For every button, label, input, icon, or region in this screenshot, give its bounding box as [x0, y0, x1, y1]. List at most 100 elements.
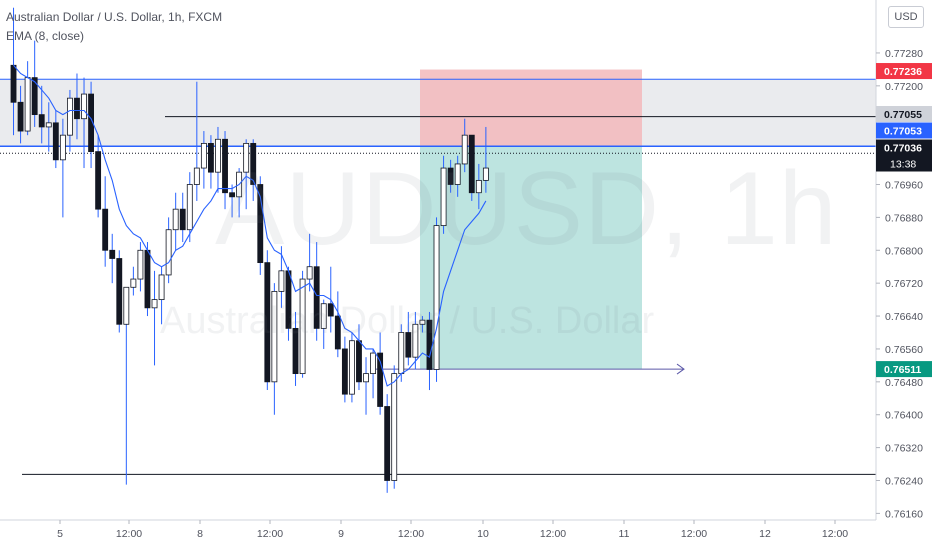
time-tick-label: 12:00: [681, 528, 707, 540]
price-tick-label: 0.76320: [885, 443, 923, 455]
stop-price-label-bg: [876, 63, 932, 80]
candle: [200, 131, 207, 189]
candle: [391, 365, 398, 489]
candle-body-down: [264, 262, 271, 383]
candle-body-down: [327, 303, 334, 317]
candle-body-up: [370, 352, 376, 375]
candle: [334, 291, 341, 358]
candle: [412, 311, 419, 370]
candle-body-up: [299, 278, 306, 375]
time-axis-background: [0, 520, 932, 550]
candle-body-up: [151, 299, 158, 309]
candle: [137, 242, 144, 292]
candle-body-up: [45, 122, 52, 128]
candle: [24, 61, 31, 136]
candle: [193, 81, 200, 201]
candle: [222, 131, 228, 210]
candle: [130, 266, 137, 296]
price-labels: 0.77236 0.77055 0.77053 0.77036 13:38 0.76511: [876, 63, 932, 378]
time-tick-label: 12:00: [540, 528, 566, 540]
candle: [52, 110, 59, 169]
candle-body-up: [137, 249, 144, 280]
entry-price-label-bg: [876, 122, 932, 139]
candle: [109, 233, 116, 284]
candle: [172, 192, 179, 251]
candle-body-up: [172, 208, 179, 231]
horizontal-lines: [0, 78, 876, 475]
target-arrow-head: [676, 363, 685, 375]
time-tick-label: 11: [619, 528, 630, 540]
candle: [81, 77, 87, 169]
candle-body-up: [482, 167, 489, 181]
candle: [59, 118, 66, 218]
candle-body-up: [440, 167, 447, 227]
candle-body-down: [109, 249, 116, 259]
candle-body-down: [102, 208, 109, 251]
candle-body-down: [257, 184, 264, 264]
candle-body-up: [433, 225, 440, 370]
candle: [363, 357, 369, 415]
candle: [74, 73, 80, 140]
candle: [207, 135, 214, 189]
candle: [102, 176, 109, 267]
time-tick-label: 12:00: [257, 528, 283, 540]
candle: [341, 336, 348, 403]
currency-button[interactable]: USD: [888, 6, 924, 28]
candle-body-down: [405, 332, 412, 358]
candle: [67, 89, 73, 152]
candle-body-down: [38, 114, 45, 128]
price-tick-label: 0.76400: [885, 410, 923, 422]
candle-body-down: [468, 134, 475, 194]
candle-body-down: [313, 266, 320, 329]
candle: [151, 270, 158, 366]
price-tick-label: 0.76560: [885, 344, 923, 356]
candle-body-down: [447, 167, 454, 185]
candle: [250, 139, 257, 201]
candle: [257, 176, 264, 275]
candle: [186, 172, 193, 243]
chart-title[interactable]: Australian Dollar / U.S. Dollar, 1h, FXC…: [6, 10, 223, 24]
time-tick-label: 12:00: [398, 528, 424, 540]
candle-body-down: [144, 249, 151, 309]
stop-loss-zone: [420, 69, 642, 147]
candle: [179, 192, 186, 243]
candle-body-up: [81, 93, 87, 120]
candle: [405, 311, 412, 366]
candle-body-up: [130, 278, 137, 288]
candle: [384, 394, 391, 493]
time-tick-label: 5: [57, 528, 63, 540]
candle: [348, 332, 355, 403]
price-tick-label: 0.77200: [885, 81, 923, 93]
ema-line: [13, 64, 487, 387]
time-axis[interactable]: 5 12:00 8 12:00 9 12:00 10 12:00 11 12:00 12 12:00: [0, 519, 932, 550]
indicator-label[interactable]: EMA (8, close): [6, 29, 85, 43]
candle-body-down: [88, 93, 95, 153]
candle: [306, 233, 313, 292]
candle: [433, 217, 440, 382]
candle-body-down: [179, 208, 186, 231]
candle-body-up: [475, 179, 482, 194]
candle-body-up: [200, 142, 207, 169]
candle-body-down: [341, 348, 348, 395]
price-axis[interactable]: 0.761600.762400.763200.764000.764800.765…: [875, 0, 932, 550]
candle-body-down: [334, 315, 341, 350]
candle-body-down: [207, 142, 214, 173]
time-tick-label: 12: [759, 528, 771, 540]
candle-body-up: [454, 163, 461, 185]
candle-body-up: [24, 77, 31, 132]
time-tick-label: 9: [338, 528, 344, 540]
candle-body-up: [320, 303, 327, 329]
candle: [123, 286, 130, 485]
candle-body-down: [222, 138, 228, 194]
candle: [158, 266, 165, 325]
candle: [165, 217, 172, 284]
candle-body-down: [250, 142, 257, 185]
bar-countdown-label: 13:38: [890, 159, 916, 171]
candle-body-up: [123, 286, 130, 325]
candle-body-up: [306, 266, 313, 280]
candle: [313, 242, 320, 341]
candle-body-down: [384, 406, 391, 481]
candle: [243, 139, 250, 210]
